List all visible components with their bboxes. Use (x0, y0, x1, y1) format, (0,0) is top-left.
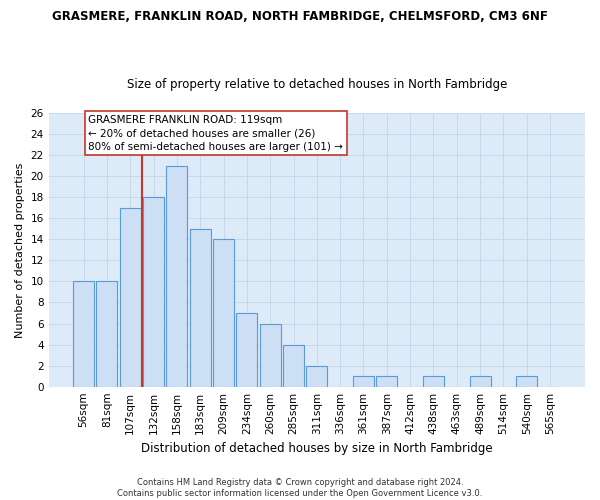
Bar (260, 324, 281, 386)
Bar (97, 282, 118, 387)
Bar (73, 282, 94, 387)
Bar (376, 376, 397, 386)
Bar (423, 376, 444, 386)
Bar (470, 376, 491, 386)
Bar (516, 376, 537, 386)
Bar (190, 229, 211, 386)
Bar (143, 197, 164, 386)
Bar (236, 313, 257, 386)
Text: GRASMERE FRANKLIN ROAD: 119sqm
← 20% of detached houses are smaller (26)
80% of : GRASMERE FRANKLIN ROAD: 119sqm ← 20% of … (88, 115, 343, 152)
Y-axis label: Number of detached properties: Number of detached properties (15, 162, 25, 338)
Bar (166, 166, 187, 386)
Text: Contains HM Land Registry data © Crown copyright and database right 2024.
Contai: Contains HM Land Registry data © Crown c… (118, 478, 482, 498)
Bar (283, 344, 304, 387)
Bar (120, 208, 140, 386)
Bar (213, 240, 234, 386)
X-axis label: Distribution of detached houses by size in North Fambridge: Distribution of detached houses by size … (141, 442, 493, 455)
Bar (307, 366, 328, 386)
Bar (353, 376, 374, 386)
Text: GRASMERE, FRANKLIN ROAD, NORTH FAMBRIDGE, CHELMSFORD, CM3 6NF: GRASMERE, FRANKLIN ROAD, NORTH FAMBRIDGE… (52, 10, 548, 23)
Title: Size of property relative to detached houses in North Fambridge: Size of property relative to detached ho… (127, 78, 507, 91)
